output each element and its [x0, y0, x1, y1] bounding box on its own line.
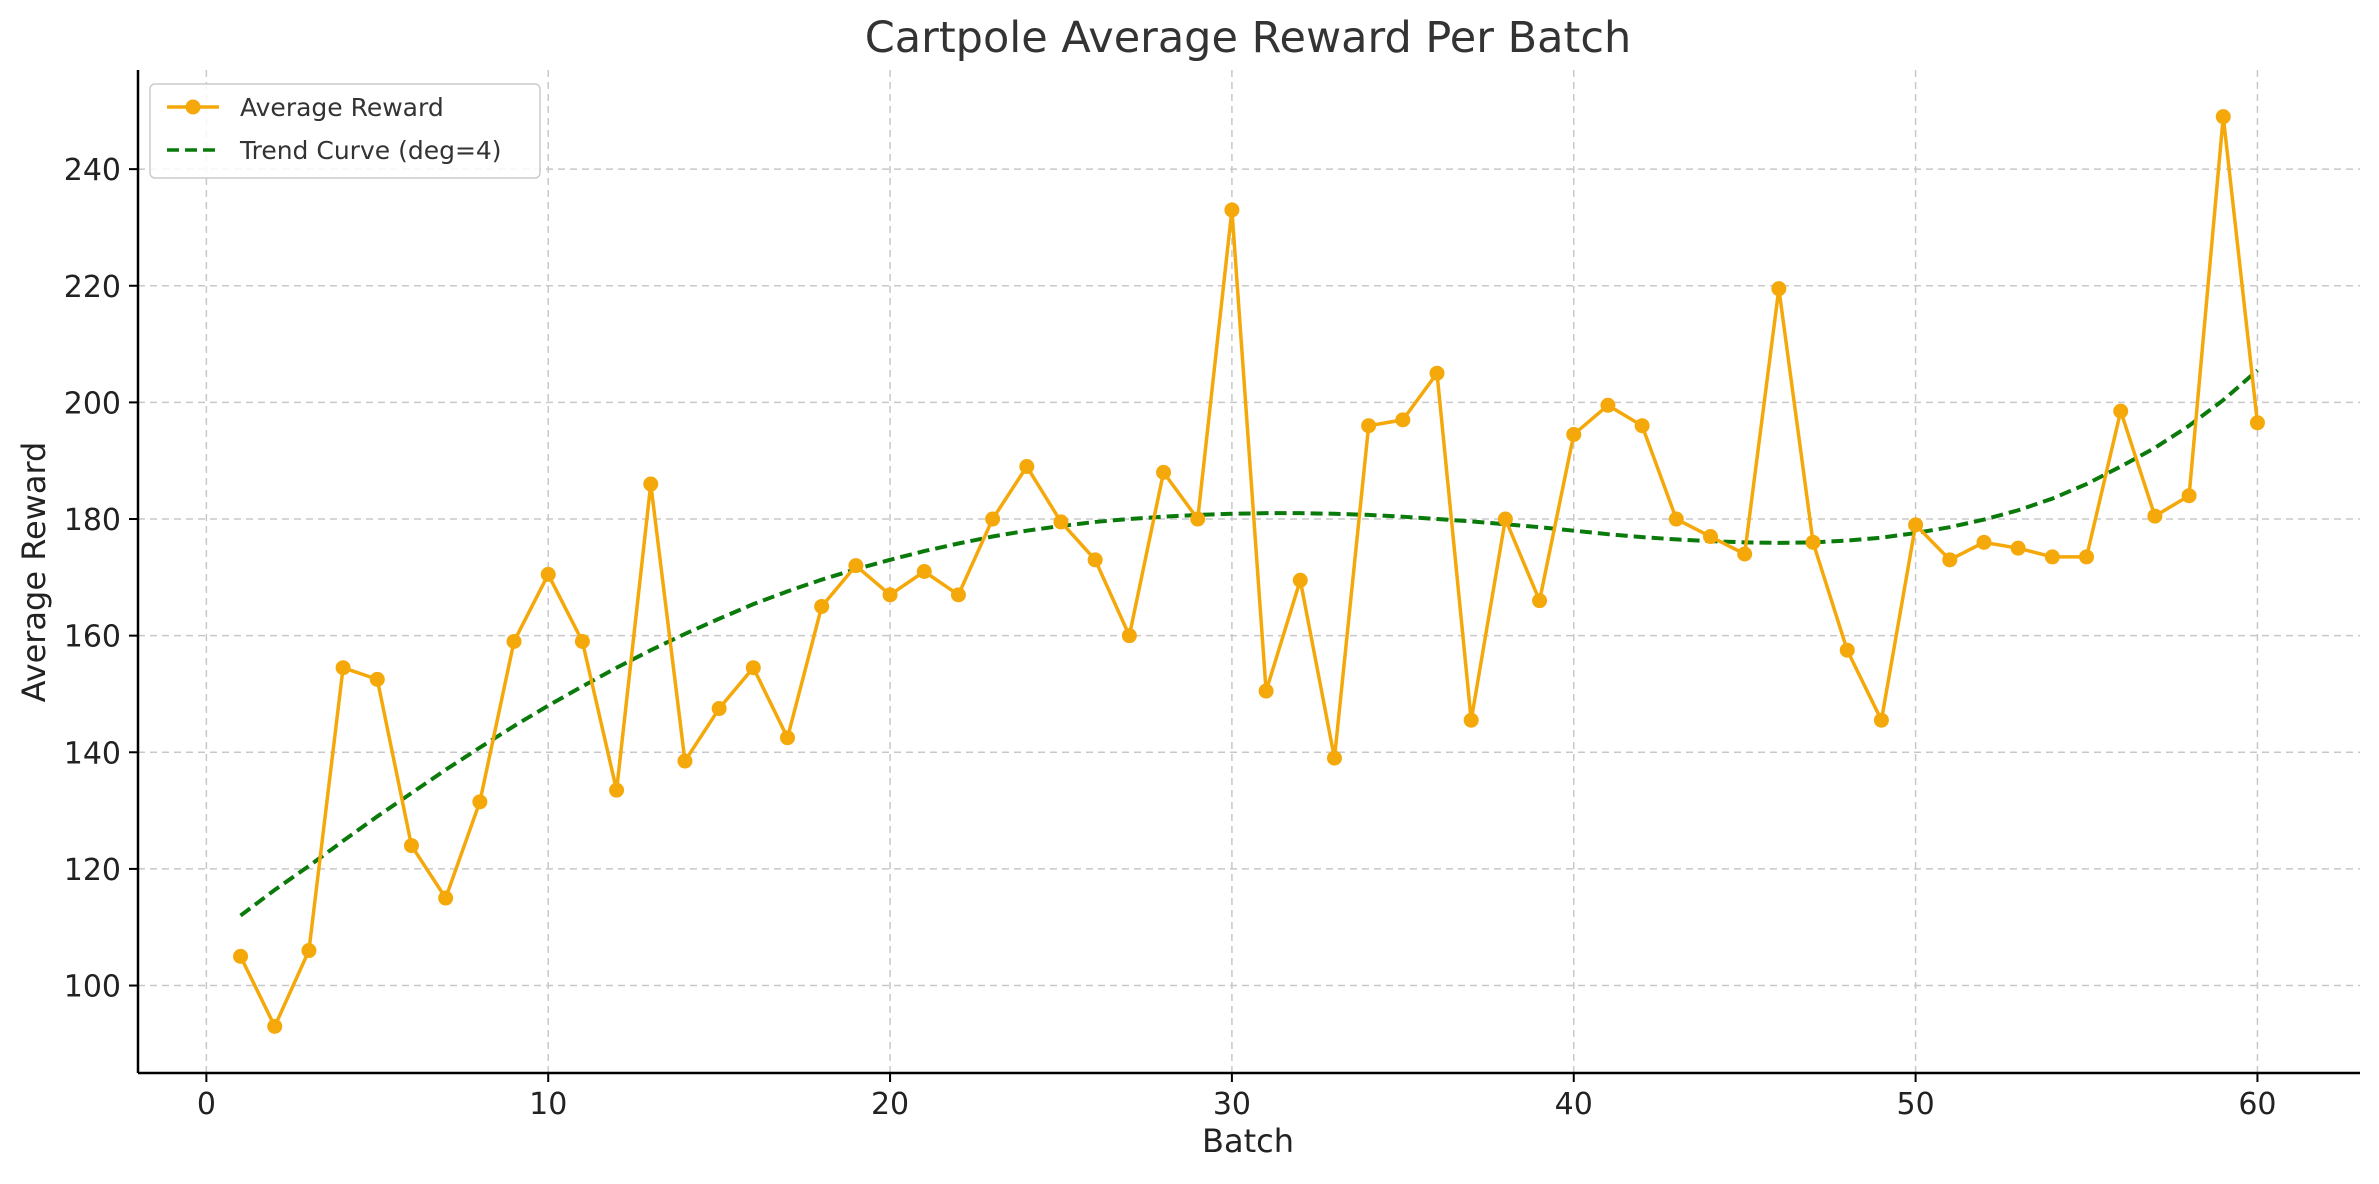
data-point	[2113, 403, 2129, 419]
data-point	[2010, 540, 2026, 556]
y-tick-label: 120	[64, 853, 121, 888]
data-point	[2249, 415, 2265, 431]
data-point	[985, 511, 1001, 527]
data-point	[438, 890, 454, 906]
data-point	[1190, 511, 1206, 527]
data-point	[1908, 517, 1924, 533]
plot-area	[233, 109, 2265, 1034]
data-point	[1497, 511, 1513, 527]
data-point	[677, 753, 693, 769]
data-point	[301, 943, 317, 959]
data-point	[1121, 628, 1137, 644]
legend: Average Reward Trend Curve (deg=4)	[149, 83, 541, 179]
data-point	[643, 476, 659, 492]
x-tick-label: 60	[2238, 1087, 2276, 1122]
axes: 0 10 20 30 40 50 60 100 120 140 160 180 200 220 240	[64, 70, 2360, 1122]
data-point	[1668, 511, 1684, 527]
x-tick-label: 30	[1213, 1087, 1251, 1122]
data-point	[506, 633, 522, 649]
y-tick-label: 100	[64, 970, 121, 1005]
data-point	[1258, 683, 1274, 699]
legend-box	[149, 83, 541, 179]
data-point	[1429, 365, 1445, 381]
chart-title: Cartpole Average Reward Per Batch	[865, 13, 1631, 63]
data-point	[780, 730, 796, 746]
data-point	[2181, 488, 2197, 504]
data-point	[403, 838, 419, 854]
data-point	[1839, 642, 1855, 658]
data-point	[1771, 281, 1787, 297]
legend-marker-dot	[185, 99, 201, 115]
data-point	[2215, 109, 2231, 125]
grid	[138, 70, 2360, 1073]
data-point	[1053, 514, 1069, 530]
y-tick-label: 220	[64, 270, 121, 305]
data-point	[950, 587, 966, 603]
data-point	[745, 660, 761, 676]
data-point	[1873, 712, 1889, 728]
y-tick-label: 180	[64, 503, 121, 538]
data-point	[1156, 464, 1172, 480]
data-point	[1942, 552, 1958, 568]
x-tick-label: 50	[1897, 1087, 1935, 1122]
y-tick-label: 140	[64, 736, 121, 771]
data-point	[1463, 712, 1479, 728]
y-tick-label: 160	[64, 620, 121, 655]
data-point	[267, 1018, 283, 1034]
data-point	[1292, 572, 1308, 588]
data-point	[574, 633, 590, 649]
legend-label-average-reward: Average Reward	[240, 93, 444, 122]
data-point	[1087, 552, 1103, 568]
data-point	[711, 701, 727, 717]
data-point	[1976, 534, 1992, 550]
data-point	[1737, 546, 1753, 562]
data-point	[2147, 508, 2163, 524]
data-point	[472, 794, 488, 810]
data-point	[2079, 549, 2095, 565]
x-tick-label: 20	[871, 1087, 909, 1122]
x-axis-label: Batch	[1202, 1122, 1294, 1160]
y-tick-label: 200	[64, 386, 121, 421]
data-point	[609, 782, 625, 798]
data-point	[369, 671, 385, 687]
y-axis-label: Average Reward	[15, 442, 53, 703]
x-tick-label: 10	[529, 1087, 567, 1122]
data-point	[1019, 459, 1035, 475]
data-point	[1326, 750, 1342, 766]
y-tick-label: 240	[64, 153, 121, 188]
data-point	[540, 566, 556, 582]
series-line-average-reward	[238, 114, 2260, 1029]
data-point	[2044, 549, 2060, 565]
data-point	[1702, 529, 1718, 545]
legend-label-trend-curve: Trend Curve (deg=4)	[239, 136, 502, 165]
x-tick-label: 40	[1555, 1087, 1593, 1122]
data-point	[1532, 593, 1548, 609]
x-tick-label: 0	[197, 1087, 216, 1122]
data-point	[1600, 397, 1616, 413]
data-point	[1224, 202, 1240, 218]
data-point	[916, 564, 932, 579]
data-point	[882, 587, 898, 603]
data-point	[233, 948, 249, 964]
data-point	[1395, 412, 1411, 428]
data-point	[814, 598, 830, 614]
data-point	[1566, 426, 1582, 442]
data-point	[1805, 534, 1821, 550]
data-point	[1361, 418, 1377, 434]
data-point	[1634, 418, 1650, 434]
data-point	[335, 660, 351, 676]
data-point	[848, 558, 864, 574]
